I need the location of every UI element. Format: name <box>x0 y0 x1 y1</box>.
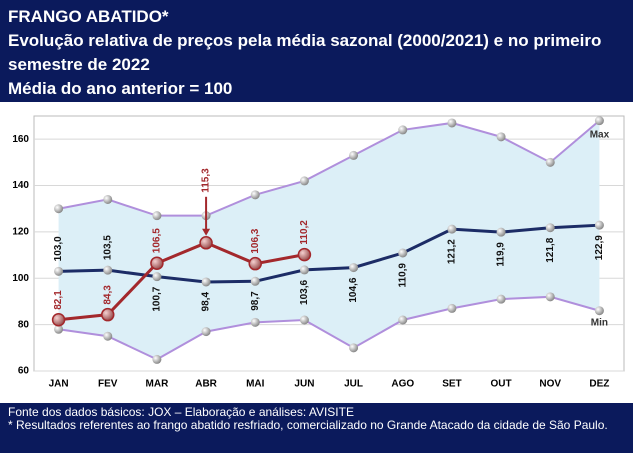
data-label: 121,8 <box>545 237 556 262</box>
data-label: 115,3 <box>201 168 212 193</box>
point <box>201 277 211 287</box>
point <box>103 265 113 275</box>
chart-subtitle: Evolução relativa de preços pela média s… <box>8 31 602 74</box>
point <box>545 157 555 167</box>
x-tick-label: JUL <box>344 379 363 390</box>
data-label: 106,3 <box>250 228 261 253</box>
point <box>51 313 66 327</box>
series-line <box>58 119 601 217</box>
series-label: Max <box>590 129 610 140</box>
point <box>152 211 162 221</box>
point <box>250 317 260 327</box>
point <box>152 272 162 282</box>
point <box>398 125 408 135</box>
y-tick-label: 160 <box>12 134 29 145</box>
footer: Fonte dos dados básicos: JOX – Elaboraçã… <box>0 403 633 453</box>
point <box>349 263 359 273</box>
point <box>54 204 64 214</box>
data-label: 104,6 <box>348 277 359 302</box>
point <box>299 265 309 275</box>
point <box>250 276 260 286</box>
point <box>103 331 113 341</box>
arrow-head <box>202 228 211 236</box>
point <box>103 194 113 204</box>
point <box>447 303 457 313</box>
point <box>101 307 115 322</box>
x-tick-label: SET <box>442 379 461 390</box>
x-tick-label: JUN <box>294 379 314 390</box>
point <box>248 256 262 271</box>
point <box>299 176 309 186</box>
y-tick-label: 60 <box>18 366 30 377</box>
data-label: 84,3 <box>102 285 113 305</box>
range-band <box>58 120 600 360</box>
point <box>297 247 312 262</box>
point <box>496 294 506 304</box>
data-label: 98,7 <box>250 291 261 311</box>
x-tick-label: JAN <box>49 379 69 390</box>
point <box>201 327 211 337</box>
point <box>152 354 162 364</box>
series-line <box>58 295 600 361</box>
point <box>398 315 408 325</box>
point <box>447 224 457 234</box>
y-tick-label: 100 <box>12 273 29 284</box>
x-tick-label: MAI <box>246 379 265 390</box>
data-label: 122,9 <box>594 235 605 260</box>
x-tick-label: FEV <box>98 379 118 390</box>
point <box>447 118 457 128</box>
source: Fonte dos dados básicos: JOX – Elaboraçã… <box>8 405 354 419</box>
y-tick-label: 80 <box>18 319 30 330</box>
point <box>299 315 309 325</box>
point <box>398 248 408 258</box>
y-tick-label: 140 <box>12 180 29 191</box>
point <box>496 132 506 142</box>
point <box>199 236 213 250</box>
data-label: 119,9 <box>496 242 507 267</box>
point <box>594 220 604 230</box>
point <box>150 256 164 270</box>
x-tick-label: OUT <box>491 379 512 390</box>
point <box>594 116 604 126</box>
data-label: 82,1 <box>53 290 64 310</box>
footnote: * Resultados referentes ao frango abatid… <box>8 418 608 432</box>
point <box>545 223 555 233</box>
point <box>349 150 359 160</box>
y-tick-label: 120 <box>12 227 29 238</box>
header: FRANGO ABATIDO* Evolução relativa de pre… <box>0 0 633 102</box>
point <box>250 190 260 200</box>
x-tick-label: NOV <box>539 379 561 390</box>
data-label: 103,0 <box>53 236 64 261</box>
point <box>545 292 555 302</box>
data-label: 110,2 <box>299 220 310 245</box>
point <box>594 306 604 316</box>
x-tick-label: DEZ <box>589 379 609 390</box>
point <box>349 343 359 353</box>
chart: 60 80 100 120 140 160 JAN FEV MAR ABR MAI JUN JUL AGO… <box>12 115 625 390</box>
x-tick-label: MAR <box>146 379 170 390</box>
data-label: 103,6 <box>299 279 310 304</box>
point <box>54 266 64 276</box>
data-label: 110,9 <box>397 263 408 288</box>
series-line <box>58 223 600 284</box>
data-label: 106,5 <box>152 228 163 253</box>
chart-note: Média do ano anterior = 100 <box>8 79 233 98</box>
series-line <box>58 241 305 322</box>
point <box>54 324 64 334</box>
x-tick-label: ABR <box>195 379 217 390</box>
data-label: 103,5 <box>102 235 113 260</box>
point <box>496 227 506 237</box>
data-label: 100,7 <box>152 286 163 311</box>
data-label: 98,4 <box>201 292 212 312</box>
chart-title: FRANGO ABATIDO* <box>8 7 169 26</box>
x-tick-label: AGO <box>391 379 414 390</box>
series-label: Min <box>591 317 608 328</box>
data-label: 121,2 <box>447 239 458 264</box>
